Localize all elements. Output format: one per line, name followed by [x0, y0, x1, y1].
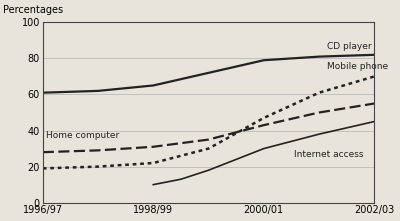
Text: Home computer: Home computer [46, 131, 119, 139]
Text: Percentages: Percentages [3, 5, 63, 15]
Text: Mobile phone: Mobile phone [327, 62, 388, 71]
Text: Internet access: Internet access [294, 150, 364, 159]
Text: CD player: CD player [327, 42, 372, 51]
